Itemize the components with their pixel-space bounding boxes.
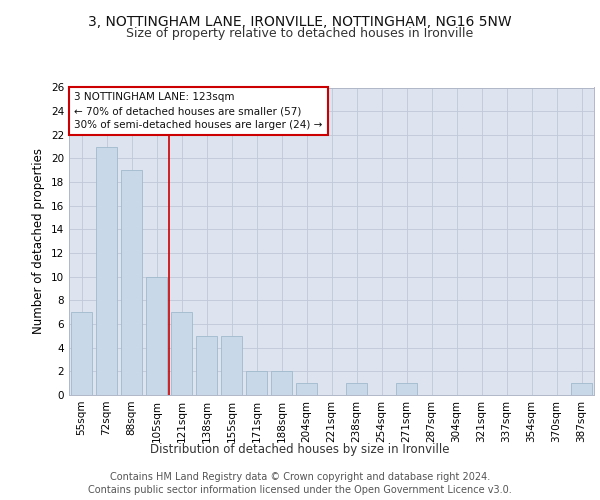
Bar [71, 312, 92, 395]
Bar [96, 146, 117, 395]
Bar [121, 170, 142, 395]
Text: 3, NOTTINGHAM LANE, IRONVILLE, NOTTINGHAM, NG16 5NW: 3, NOTTINGHAM LANE, IRONVILLE, NOTTINGHA… [88, 15, 512, 29]
Bar [571, 383, 592, 395]
Bar [396, 383, 417, 395]
Text: Size of property relative to detached houses in Ironville: Size of property relative to detached ho… [127, 28, 473, 40]
Bar [221, 336, 242, 395]
Bar [171, 312, 192, 395]
Text: Contains public sector information licensed under the Open Government Licence v3: Contains public sector information licen… [88, 485, 512, 495]
Text: Distribution of detached houses by size in Ironville: Distribution of detached houses by size … [150, 442, 450, 456]
Bar [196, 336, 217, 395]
Bar [296, 383, 317, 395]
Bar [246, 372, 267, 395]
Bar [346, 383, 367, 395]
Text: 3 NOTTINGHAM LANE: 123sqm
← 70% of detached houses are smaller (57)
30% of semi-: 3 NOTTINGHAM LANE: 123sqm ← 70% of detac… [74, 92, 323, 130]
Y-axis label: Number of detached properties: Number of detached properties [32, 148, 46, 334]
Text: Contains HM Land Registry data © Crown copyright and database right 2024.: Contains HM Land Registry data © Crown c… [110, 472, 490, 482]
Bar [146, 276, 167, 395]
Bar [271, 372, 292, 395]
